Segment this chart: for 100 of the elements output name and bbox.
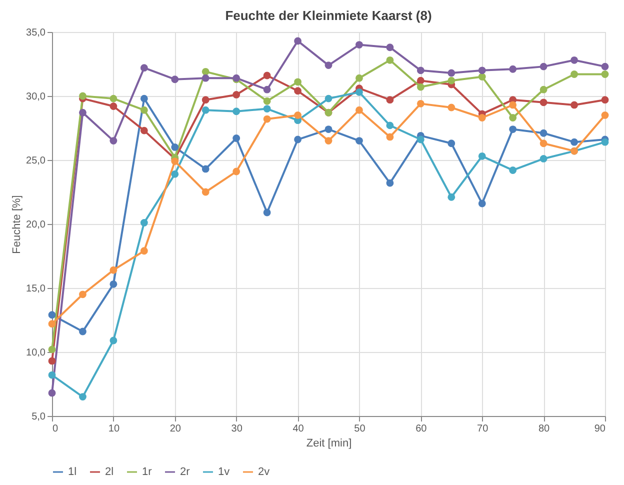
point — [601, 112, 609, 119]
point — [140, 247, 148, 255]
point — [540, 62, 548, 70]
legend-label: 1r — [142, 466, 152, 478]
x-tick-label: 90 — [594, 424, 606, 434]
x-tick-label: 30 — [231, 424, 243, 434]
point — [570, 138, 578, 146]
point — [540, 155, 548, 162]
point — [448, 104, 456, 112]
legend-label: 1l — [68, 466, 77, 478]
point — [171, 144, 179, 151]
point — [202, 68, 210, 76]
point — [263, 97, 271, 105]
point — [416, 83, 424, 91]
point — [356, 88, 363, 96]
point — [232, 168, 240, 176]
point — [140, 126, 148, 134]
point — [110, 102, 118, 110]
y-tick-label: 5,0 — [32, 412, 46, 422]
chart-title: Feuchte der Kleinmiete Kaarst (8) — [225, 8, 432, 23]
point — [263, 105, 271, 112]
point — [79, 290, 86, 298]
point — [110, 137, 118, 144]
point — [48, 371, 56, 379]
point — [478, 73, 486, 80]
point — [79, 92, 86, 100]
y-tick-label: 25,0 — [26, 156, 46, 166]
point — [386, 44, 394, 52]
point — [294, 112, 302, 119]
point — [601, 62, 609, 70]
point — [110, 280, 118, 288]
point — [478, 114, 486, 122]
point — [570, 56, 578, 64]
point — [140, 94, 148, 102]
point — [140, 219, 148, 226]
point — [601, 96, 609, 104]
point — [171, 170, 179, 178]
point — [79, 328, 86, 336]
point — [48, 346, 56, 354]
point — [263, 72, 271, 80]
point — [601, 138, 609, 146]
point — [263, 86, 271, 94]
point — [48, 311, 56, 319]
point — [386, 133, 394, 141]
point — [202, 106, 210, 114]
point — [140, 106, 148, 114]
point — [540, 98, 548, 106]
point — [48, 357, 56, 365]
point — [356, 106, 363, 114]
point — [263, 115, 271, 123]
point — [232, 91, 240, 98]
legend-label: 2r — [180, 466, 190, 478]
point — [202, 188, 210, 196]
point — [416, 66, 424, 74]
x-tick-label: 40 — [292, 424, 304, 434]
point — [110, 94, 118, 102]
point — [448, 140, 456, 148]
y-axis-title: Feuchte [%] — [11, 195, 24, 254]
point — [540, 86, 548, 94]
point — [570, 70, 578, 78]
x-tick-label: 0 — [52, 424, 58, 434]
point — [386, 179, 394, 187]
y-tick-label: 35,0 — [26, 28, 46, 38]
point — [294, 87, 302, 95]
point — [202, 74, 210, 82]
point — [48, 389, 56, 397]
point — [48, 320, 56, 328]
point — [324, 62, 332, 69]
point — [202, 165, 210, 173]
point — [356, 41, 363, 48]
point — [232, 108, 240, 116]
y-tick-label: 30,0 — [26, 92, 46, 102]
point — [79, 108, 86, 116]
point — [294, 136, 302, 144]
point — [540, 129, 548, 137]
x-tick-label: 10 — [108, 424, 120, 434]
point — [478, 200, 486, 208]
point — [294, 78, 302, 86]
legend-label: 2l — [105, 466, 114, 478]
point — [416, 136, 424, 144]
x-axis-title: Zeit [min] — [306, 438, 352, 450]
legend-label: 2v — [258, 466, 270, 478]
point — [448, 69, 456, 77]
y-tick-label: 10,0 — [26, 348, 46, 358]
legend-label: 1v — [218, 466, 230, 478]
point — [324, 94, 332, 102]
point — [110, 266, 118, 274]
point — [509, 114, 517, 122]
point — [416, 76, 424, 84]
point — [570, 101, 578, 109]
point — [79, 393, 86, 400]
point — [416, 100, 424, 108]
y-tick-label: 20,0 — [26, 220, 46, 230]
point — [509, 101, 517, 109]
point — [448, 193, 456, 201]
point — [478, 66, 486, 74]
point — [386, 96, 394, 104]
point — [601, 70, 609, 78]
point — [324, 137, 332, 144]
x-tick-label: 20 — [170, 424, 182, 434]
